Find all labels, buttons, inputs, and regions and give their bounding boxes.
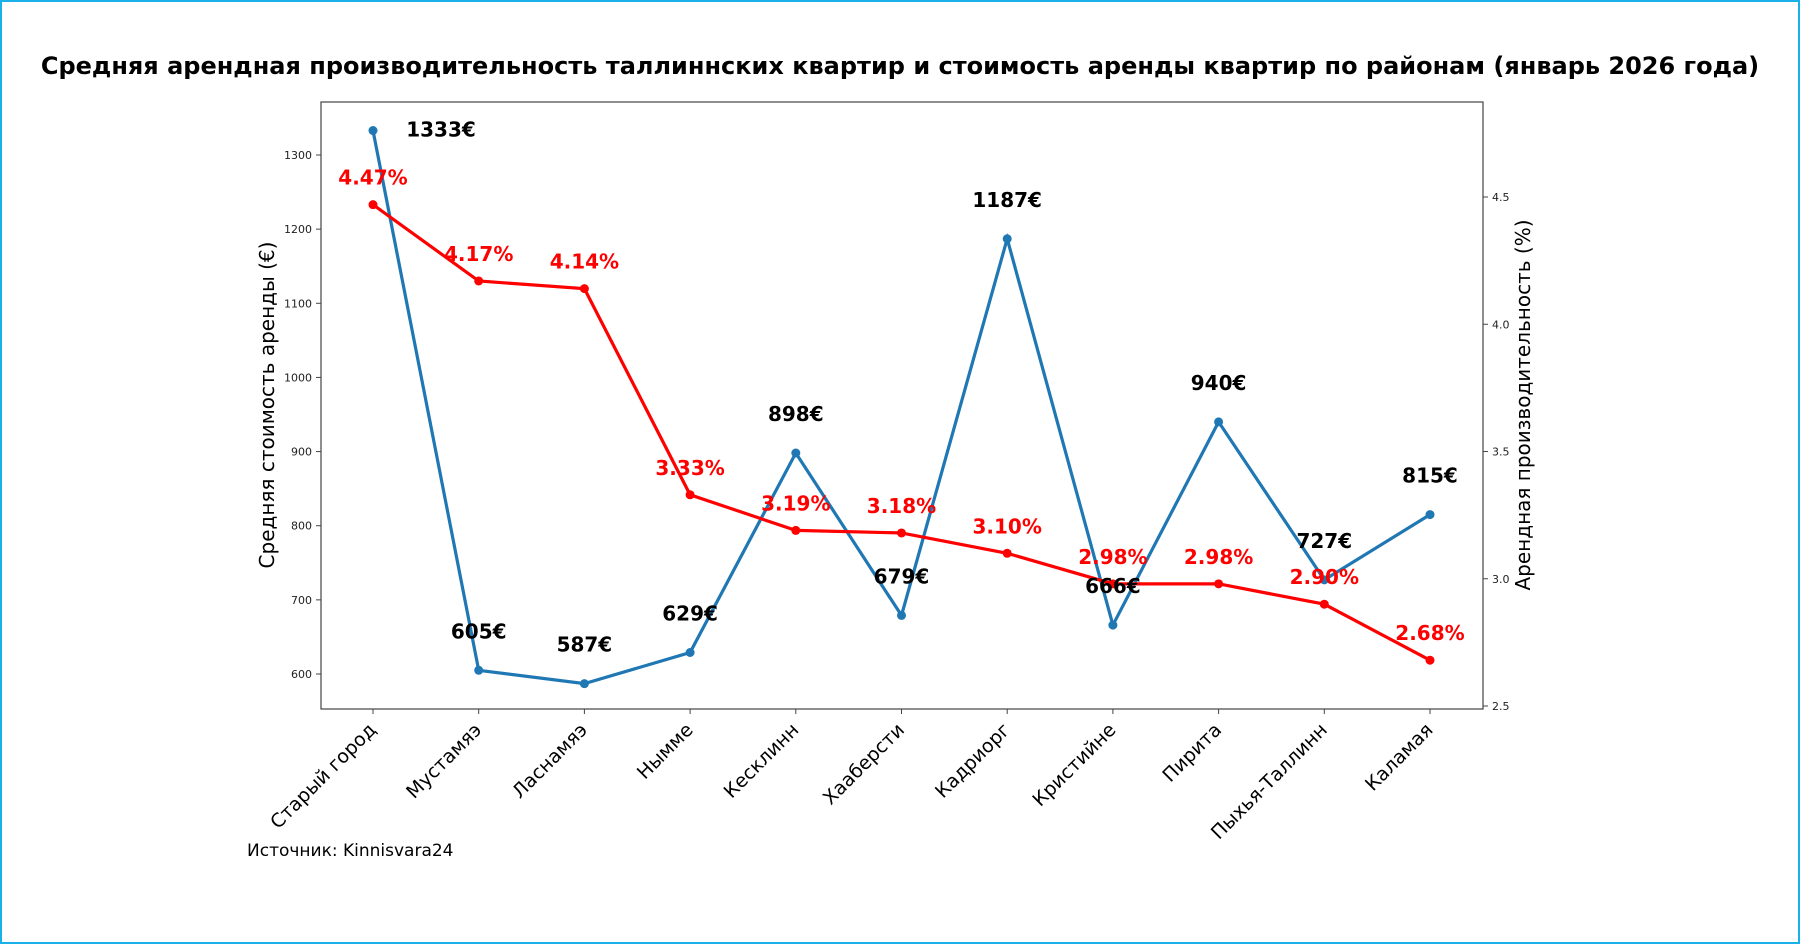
rent-value-label: 1187€ [972,188,1042,212]
x-tick-label: Кесклинн [720,719,804,803]
rent-point [685,647,695,657]
y-tick-label-left: 600 [291,668,312,681]
y-tick-label-left: 800 [291,520,312,533]
y-tick-label-left: 1100 [284,297,312,310]
yield-value-label: 4.14% [550,250,619,274]
rent-value-label: 727€ [1296,529,1352,553]
rent-point [1002,234,1012,244]
rent-point [1425,510,1435,520]
y-tick-label-left: 700 [291,594,312,607]
y-tick-label-left: 1300 [284,149,312,162]
rent-point [1319,575,1329,585]
rent-point [1108,620,1118,630]
x-tick-label: Пыхья-Таллинн [1207,719,1332,844]
rent-value-label: 815€ [1402,464,1458,488]
yield-value-label: 4.17% [444,242,513,266]
rent-value-label: 587€ [557,633,613,657]
x-tick-label: Пирита [1158,719,1226,787]
yield-value-label: 3.19% [761,491,830,515]
yield-value-label: 2.68% [1395,621,1464,645]
x-tick-label: Ласнамяэ [508,719,592,803]
yield-value-label: 3.10% [973,514,1042,538]
yield-point [897,528,906,538]
y-axis-label-right: Арендная производительность (%) [1511,219,1535,590]
y-tick-label-right: 2.5 [1492,700,1510,713]
yield-value-label: 2.90% [1290,565,1359,589]
rent-value-label: 1333€ [406,118,476,142]
yield-point [1319,599,1329,609]
rent-value-label: 629€ [662,601,718,625]
yield-value-label: 3.18% [867,494,936,518]
rent-point [368,126,378,136]
source-note: Источник: Kinnisvara24 [247,841,454,861]
y-tick-label-right: 4.5 [1492,191,1510,204]
rent-line [371,130,1431,686]
x-tick-label: Нымме [633,719,698,784]
rent-value-label: 898€ [768,402,824,426]
yield-value-label: 2.98% [1184,545,1253,569]
rent-point [579,679,589,689]
y-axis-label-left: Средняя стоимость аренды (€) [255,242,279,569]
chart-title: Средняя арендная производительность талл… [41,52,1759,80]
rent-value-label: 679€ [874,564,930,588]
y-tick-label-right: 3.0 [1492,573,1510,586]
yield-line [372,203,1431,662]
yield-value-label: 3.33% [655,456,724,480]
x-tick-label: Кадриорг [931,719,1015,803]
yield-value-label: 4.47% [338,166,407,190]
y-tick-label-right: 4.0 [1492,318,1510,331]
y-tick-label-left: 1200 [284,223,312,236]
x-tick-label: Каламая [1361,719,1438,796]
rent-point [791,448,801,458]
y-tick-label-right: 3.5 [1492,446,1510,459]
yield-value-label: 2.98% [1078,545,1147,569]
yield-point [1214,579,1224,589]
yield-point [1425,655,1435,665]
x-tick-label: Старый город [266,719,380,833]
yield-point [791,525,801,535]
yield-point [368,200,378,210]
x-tick-label: Хааберсти [819,719,909,809]
yield-point [1108,579,1118,589]
rent-point [1214,417,1224,427]
rent-point [474,665,484,675]
yield-point [579,284,589,294]
rent-value-label: 666€ [1085,574,1141,598]
rent-point [897,610,906,620]
rent-value-label: 605€ [451,619,507,643]
x-tick-label: Кристийне [1028,719,1120,811]
yield-point [685,490,695,500]
rent-value-label: 940€ [1191,371,1247,395]
yield-point [1002,548,1012,558]
y-tick-label-left: 1000 [284,371,312,384]
y-tick-label-left: 900 [291,446,312,459]
x-tick-label: Мустамяэ [402,719,486,803]
yield-point [474,276,484,286]
